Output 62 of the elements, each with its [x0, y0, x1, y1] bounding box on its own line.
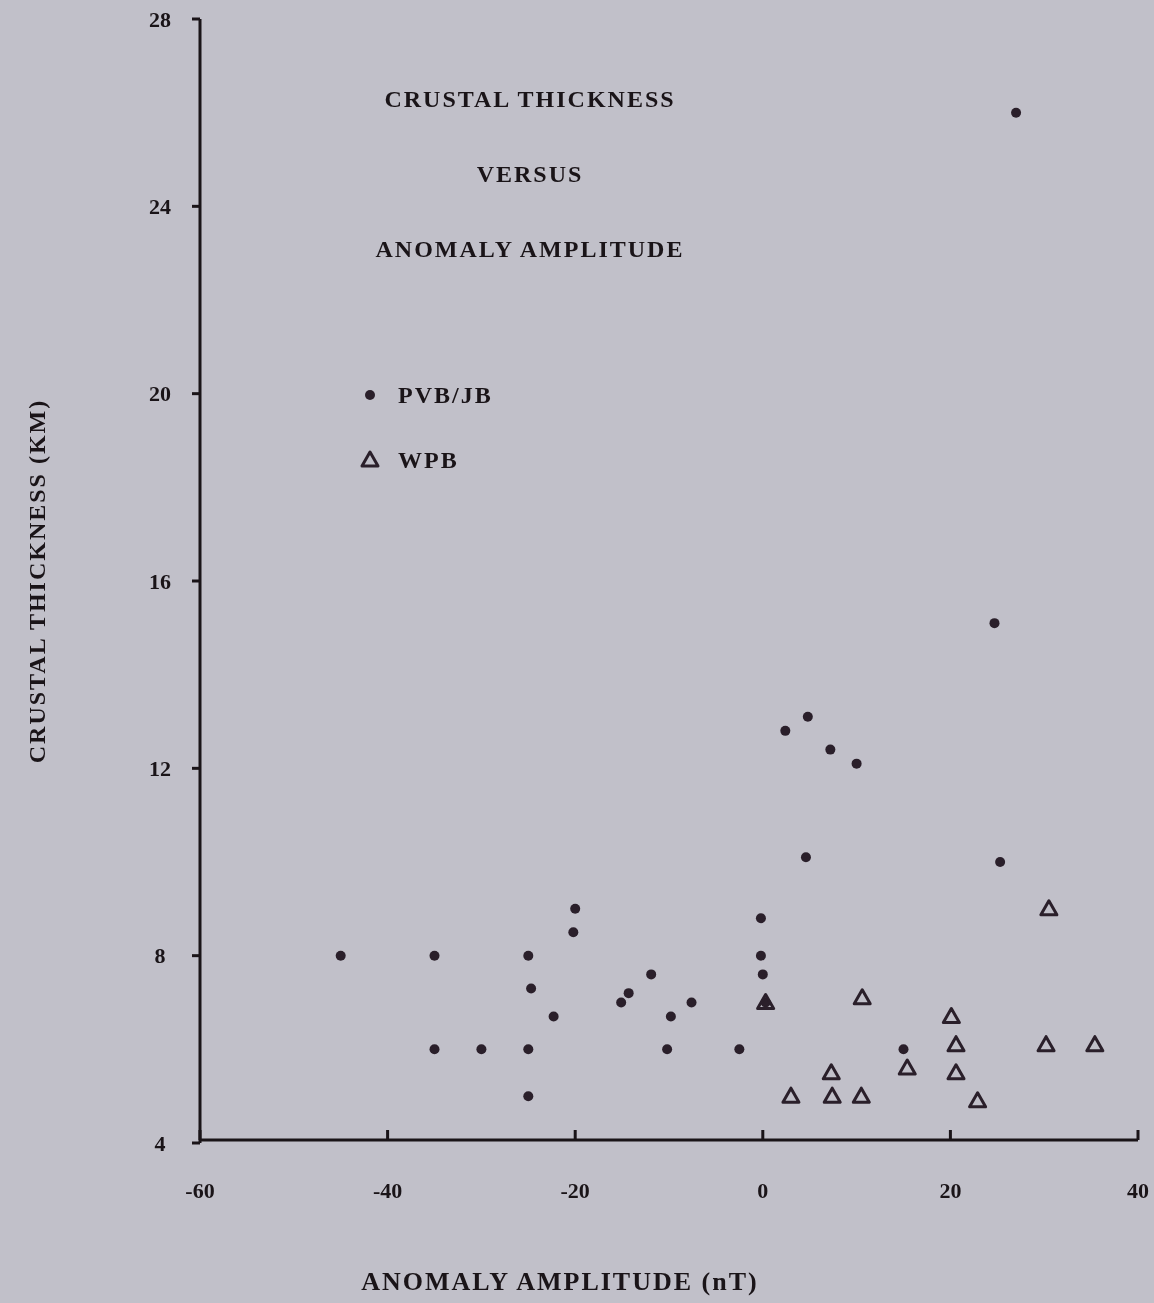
- point: [1085, 1035, 1105, 1053]
- point: [523, 1091, 534, 1102]
- x-tick-label: 20: [939, 1178, 962, 1203]
- point: [995, 857, 1006, 867]
- point: [946, 1035, 966, 1053]
- point: [897, 1058, 917, 1076]
- point: [946, 1063, 966, 1081]
- point: [662, 1044, 673, 1055]
- point: [851, 758, 862, 769]
- point: [476, 1044, 487, 1055]
- point: [800, 852, 811, 863]
- point: [825, 744, 836, 755]
- point: [568, 927, 579, 938]
- x-axis-title: ANOMALY AMPLITUDE (nT): [361, 1267, 759, 1296]
- point: [755, 913, 766, 924]
- point: [570, 903, 581, 914]
- point: [822, 1086, 842, 1104]
- legend-label: PVB/JB: [398, 382, 493, 408]
- point: [523, 1044, 534, 1055]
- point: [1039, 899, 1059, 917]
- y-tick-label: 20: [149, 381, 171, 407]
- point: [646, 969, 657, 980]
- point: [1036, 1035, 1056, 1053]
- x-tick-label: 0: [757, 1178, 769, 1203]
- point: [616, 997, 627, 1008]
- y-tick-label: 28: [149, 6, 171, 32]
- y-tick-label: 8: [154, 943, 166, 969]
- point: [523, 950, 534, 961]
- point: [780, 725, 791, 736]
- point: [734, 1044, 745, 1055]
- x-tick-label: 40: [1127, 1178, 1149, 1203]
- y-axis-title: CRUSTAL THICKNESS (KM): [24, 398, 50, 764]
- x-tick-label: -40: [372, 1178, 403, 1203]
- point: [757, 969, 768, 980]
- point: [548, 1011, 559, 1022]
- point: [526, 983, 537, 994]
- point: [781, 1086, 801, 1104]
- chart-title: CRUSTAL THICKNESS VERSUS ANOMALY AMPLITUDE: [375, 86, 685, 262]
- point: [686, 997, 697, 1008]
- point: [429, 950, 440, 961]
- point: [898, 1044, 909, 1055]
- point: [968, 1091, 988, 1109]
- point: [821, 1063, 841, 1081]
- point: [335, 950, 346, 961]
- point: [665, 1011, 676, 1022]
- point: [756, 993, 776, 1010]
- y-tick-label: 12: [149, 755, 171, 781]
- point: [852, 988, 872, 1006]
- legend-label: WPB: [398, 447, 459, 473]
- point: [623, 988, 634, 999]
- x-tick-label: -60: [185, 1178, 215, 1203]
- point: [802, 711, 813, 722]
- point: [851, 1086, 871, 1104]
- y-tick-label: 4: [154, 1130, 166, 1156]
- point: [941, 1007, 961, 1025]
- y-tick-label: 24: [149, 193, 171, 219]
- point: [1011, 107, 1022, 118]
- point: [429, 1044, 440, 1055]
- x-tick-label: -20: [560, 1178, 590, 1203]
- y-tick-label: 16: [149, 568, 171, 594]
- point: [989, 618, 1000, 629]
- point: [755, 950, 766, 961]
